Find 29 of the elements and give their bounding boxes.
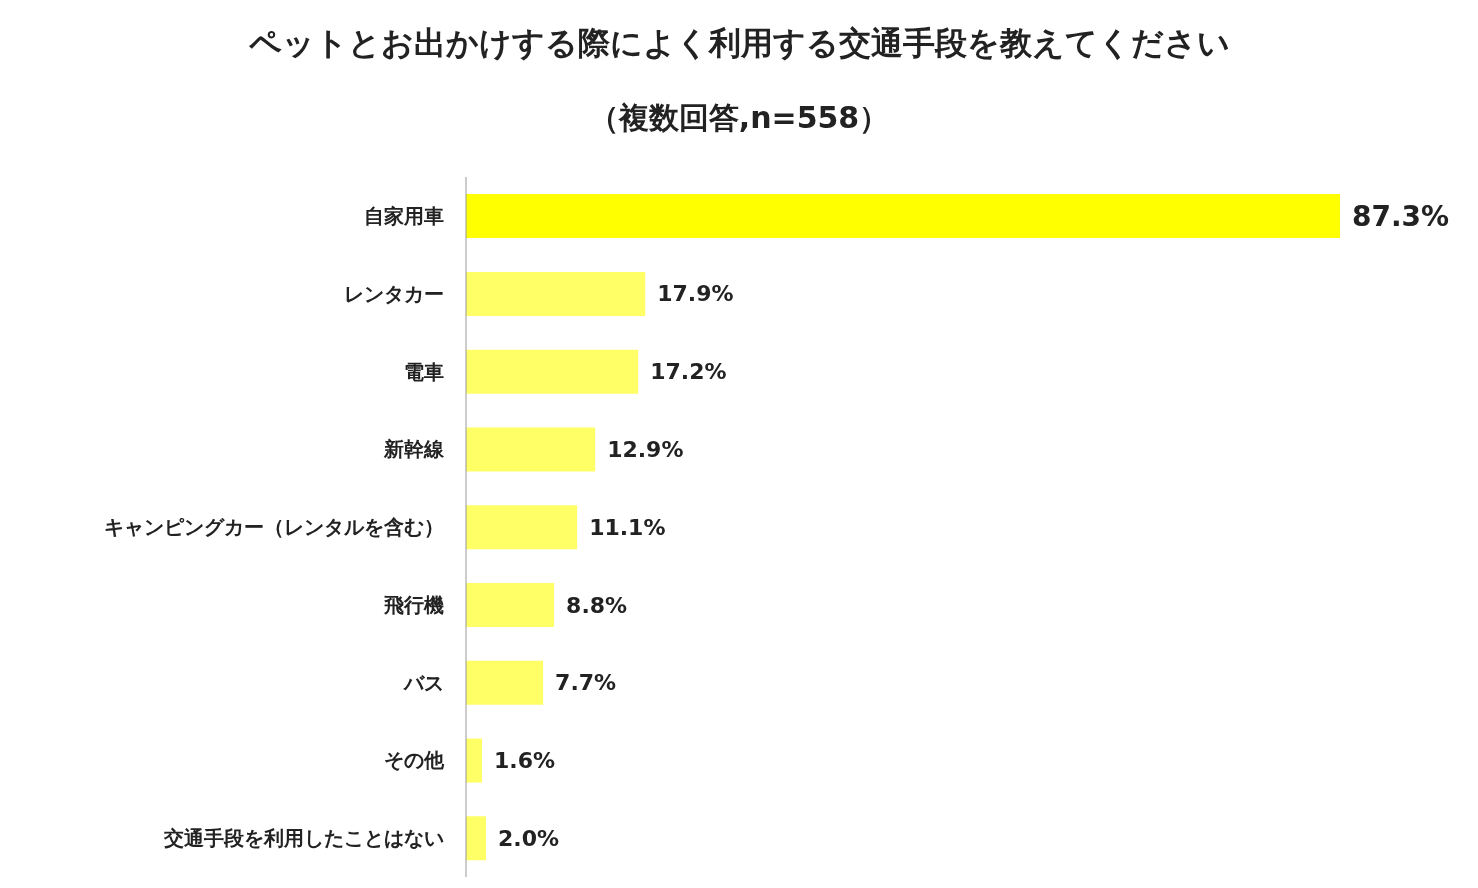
- data-label: 87.3%: [1352, 199, 1450, 233]
- data-label: 17.2%: [650, 359, 727, 385]
- data-label: 2.0%: [498, 825, 560, 851]
- chart-subtitle: （複数回答,n=558）: [587, 99, 891, 137]
- y-tick-label: 電車: [404, 359, 444, 384]
- bar: [466, 427, 596, 472]
- data-label: 11.1%: [589, 514, 666, 540]
- bar: [466, 583, 555, 627]
- y-tick-label: 新幹線: [383, 437, 445, 462]
- data-label: 8.8%: [566, 592, 628, 618]
- bar: [466, 505, 578, 550]
- y-tick-label: キャンピングカー（レンタルを含む）: [104, 515, 444, 540]
- bar: [466, 660, 544, 705]
- bar: [466, 194, 1340, 239]
- data-label: 1.6%: [494, 748, 556, 774]
- y-tick-label: バス: [403, 670, 444, 695]
- y-tick-label: 交通手段を利用したことはない: [163, 826, 444, 851]
- y-tick-label: レンタカー: [344, 281, 444, 306]
- data-label: 12.9%: [607, 436, 684, 462]
- data-label: 17.9%: [657, 281, 734, 307]
- chart-title: ペットとお出かけする際によく利用する交通手段を教えてください: [247, 23, 1231, 64]
- bar: [466, 816, 487, 861]
- bar: [466, 738, 483, 783]
- y-tick-label: その他: [384, 748, 445, 773]
- bar: [466, 349, 639, 394]
- y-tick-label: 自家用車: [364, 203, 444, 228]
- data-label: 7.7%: [555, 670, 617, 696]
- y-tick-label: 飛行機: [383, 592, 444, 617]
- bar: [466, 271, 646, 316]
